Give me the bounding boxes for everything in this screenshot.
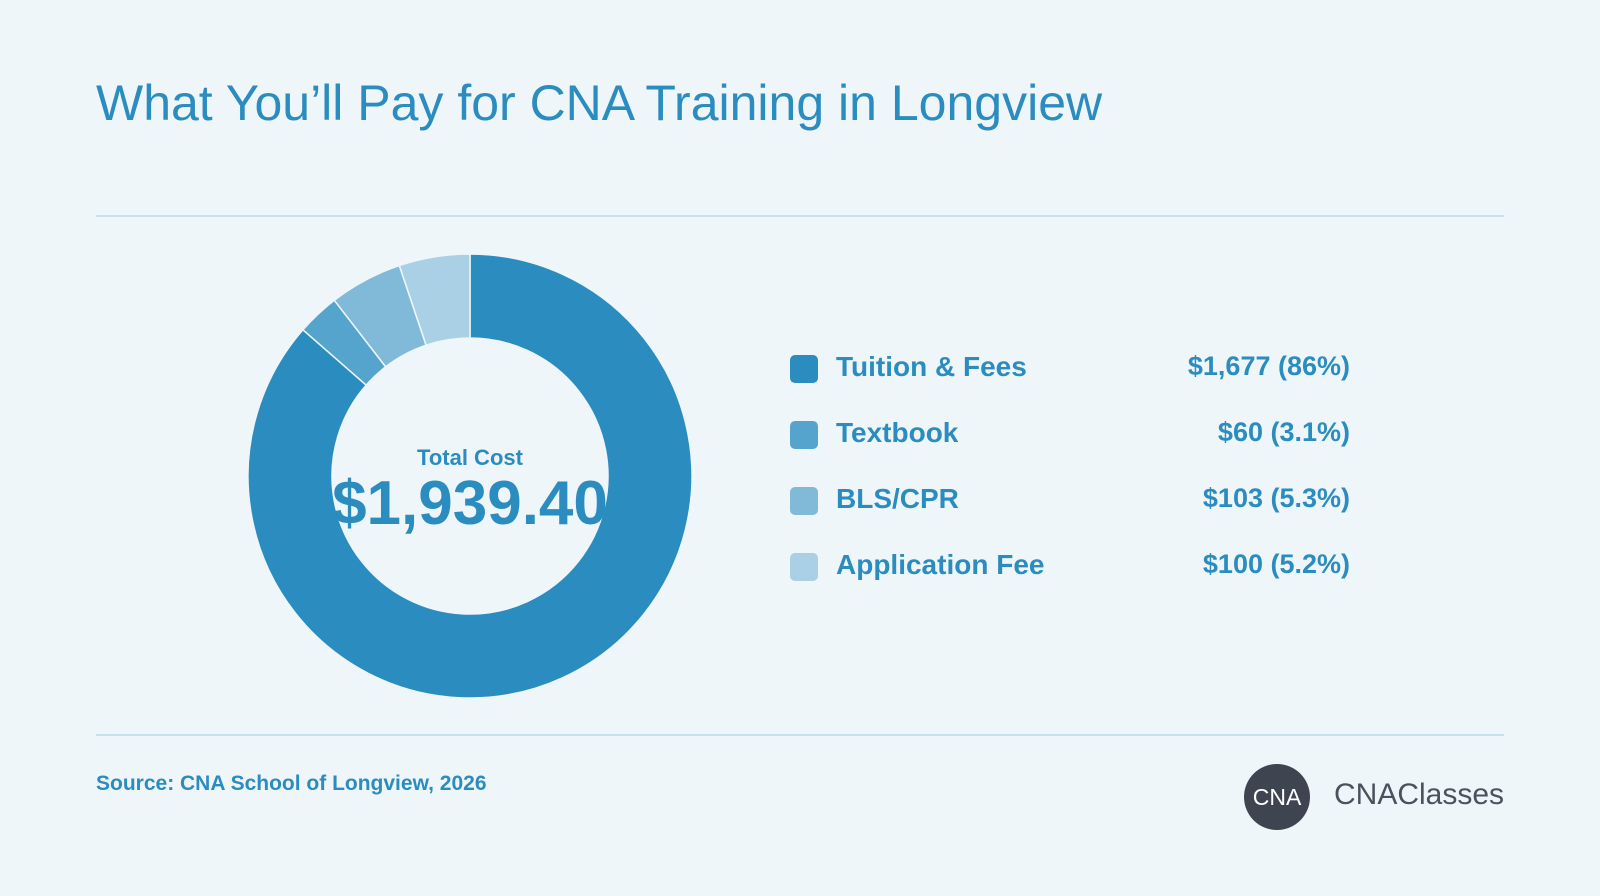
legend-label: BLS/CPR — [836, 483, 959, 514]
legend-swatch — [790, 487, 818, 515]
donut-slice-application-fee — [398, 254, 471, 347]
bottom-divider — [96, 734, 1504, 736]
center-label: Total Cost — [417, 445, 523, 470]
legend-item-tuition-fees: Tuition & Fees $1,677 (86%) — [790, 345, 1350, 411]
legend-swatch — [790, 553, 818, 581]
legend-item-application-fee: Application Fee $100 (5.2%) — [790, 543, 1350, 609]
legend-value: $60 (3.1%) — [1217, 417, 1350, 447]
donut-chart — [248, 254, 692, 698]
top-divider — [96, 215, 1504, 217]
legend-swatch — [790, 421, 818, 449]
legend-value: $103 (5.3%) — [1202, 483, 1350, 513]
legend-item-bls-cpr: BLS/CPR $103 (5.3%) — [790, 477, 1350, 543]
legend-value: $1,677 (86%) — [1187, 351, 1350, 381]
legend-label: Application Fee — [836, 549, 1045, 580]
legend-swatch — [790, 355, 818, 383]
legend-item-textbook: Textbook $60 (3.1%) — [790, 411, 1350, 477]
chart-title: What You’ll Pay for CNA Training in Long… — [96, 75, 1103, 131]
legend-value: $100 (5.2%) — [1202, 549, 1350, 579]
center-total-value: $1,939.40 — [332, 469, 608, 538]
brand-name: CNAClasses — [1334, 778, 1505, 811]
source-note: Source: CNA School of Longview, 2026 — [96, 772, 487, 795]
cna-logo-icon: CNA — [1244, 764, 1310, 830]
donut-slice-tuition-fees — [248, 254, 692, 698]
legend-label: Tuition & Fees — [836, 351, 1027, 382]
legend: Tuition & Fees $1,677 (86%) Textbook $60… — [790, 345, 1350, 609]
legend-label: Textbook — [836, 417, 959, 448]
